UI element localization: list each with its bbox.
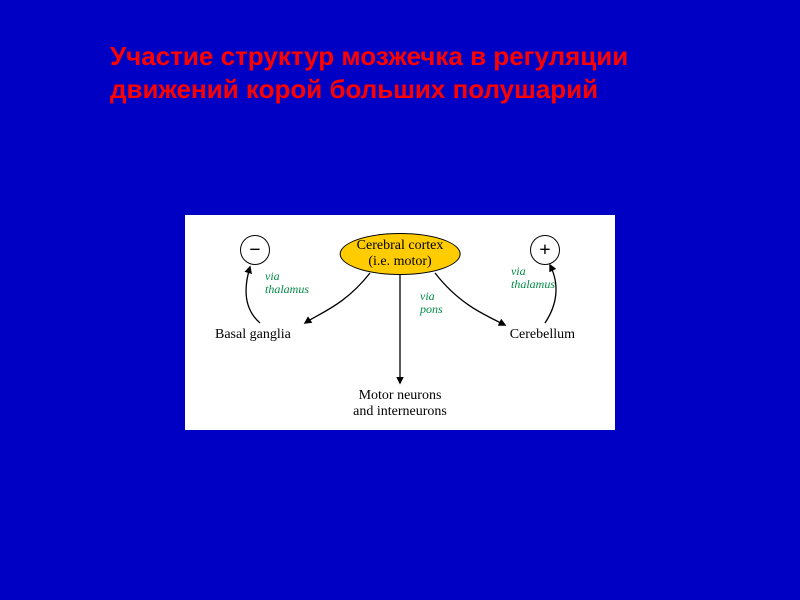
basal-ganglia-label: Basal ganglia [215, 327, 291, 343]
via-thalamus-right-label: via thalamus [511, 265, 555, 290]
slide-title: Участие структур мозжечка в регуляции дв… [110, 40, 690, 105]
cortex-label-line2: (i.e. motor) [357, 254, 444, 270]
via-thalamus-left-label: via thalamus [265, 270, 309, 295]
plus-icon: + [530, 235, 560, 265]
slide: Участие структур мозжечка в регуляции дв… [0, 0, 800, 600]
cortex-label-line1: Cerebral cortex [357, 238, 444, 254]
minus-icon: − [240, 235, 270, 265]
via-pons-label: via pons [420, 290, 443, 315]
cerebral-cortex-node: Cerebral cortex (i.e. motor) [340, 233, 461, 275]
cerebellum-label: Cerebellum [510, 327, 575, 343]
diagram: Cerebral cortex (i.e. motor) − + Basal g… [185, 215, 615, 430]
motor-neurons-label: Motor neurons and interneurons [353, 388, 447, 420]
